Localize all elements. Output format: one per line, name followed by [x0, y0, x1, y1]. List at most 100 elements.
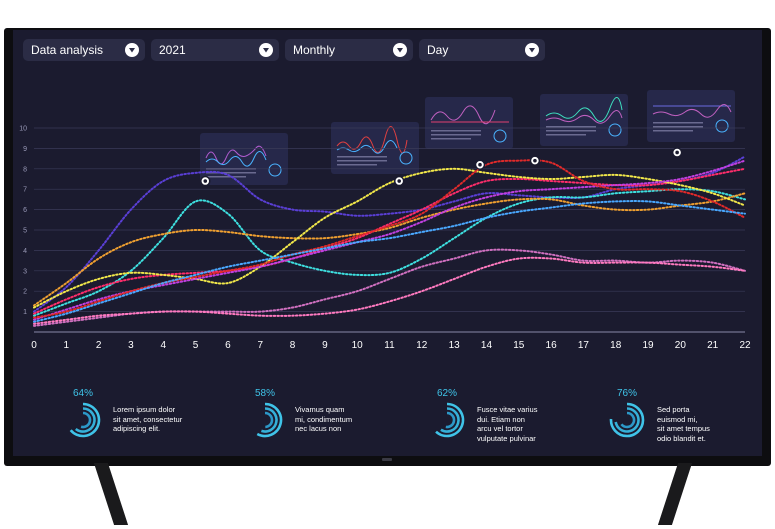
x-tick-label: 15	[513, 340, 525, 351]
kpi-text-line: sit amet, consectetur	[113, 414, 183, 424]
highlight-point-center	[533, 158, 537, 163]
kpi-text-line: arcu vel tortor	[477, 424, 523, 433]
year-select[interactable]: 2021	[151, 39, 279, 61]
kpi-percent: 58%	[254, 388, 275, 399]
kpi-text-line: mi, condimentum	[295, 414, 353, 424]
x-tick-label: 12	[416, 340, 428, 351]
kpi-ring-chart	[256, 402, 283, 438]
x-tick-label: 7	[257, 340, 263, 351]
year-select-value: 2021	[159, 43, 186, 57]
highlight-point-center	[203, 179, 208, 183]
y-tick-label: 5	[23, 228, 27, 235]
chevron-down-icon	[525, 43, 539, 57]
x-tick-label: 17	[578, 340, 590, 351]
x-tick-label: 19	[642, 340, 654, 351]
kpi-ring-inner	[80, 411, 92, 429]
x-tick-label: 1	[64, 340, 70, 351]
x-tick-label: 2	[96, 340, 102, 351]
x-tick-label: 5	[193, 340, 199, 351]
chevron-down-icon	[125, 43, 139, 57]
unit-select[interactable]: Day	[419, 39, 545, 61]
kpi-text-line: vulputate pulvinar	[477, 433, 536, 443]
mini-chart-card	[647, 90, 735, 142]
kpi-ring-middle	[260, 407, 278, 433]
mini-chart-card	[425, 97, 513, 149]
kpi-description: Sed porta euismod mi, sit amet tempus od…	[657, 405, 737, 443]
kpi-text-line: sit amet tempus	[657, 424, 710, 433]
kpi-card-4: 76% Sed porta euismod mi, sit amet tempu…	[605, 388, 737, 448]
kpi-text-line: euismod mi,	[657, 414, 698, 424]
tv-stand-right-leg	[657, 463, 693, 525]
y-tick-label: 3	[23, 268, 27, 275]
x-tick-label: 16	[546, 340, 558, 351]
kpi-ring-inner	[620, 411, 636, 429]
y-axis-ticks: 1 2 3 4 5 6 7 8 9 10	[19, 126, 27, 317]
kpi-ring-chart	[435, 402, 465, 438]
series-line	[33, 167, 746, 309]
y-tick-label: 1	[23, 309, 27, 316]
kpi-percent: 76%	[616, 388, 637, 399]
power-led	[382, 458, 392, 461]
kpi-description: Fusce vitae varius dui. Etiam non arcu v…	[477, 405, 557, 443]
kpi-description: Lorem ipsum dolor sit amet, consectetur …	[113, 405, 193, 434]
y-tick-label: 6	[23, 207, 27, 214]
series-line	[33, 155, 746, 313]
x-tick-label: 3	[128, 340, 134, 351]
dashboard-screen: Data analysis 2021 Monthly Day	[13, 30, 762, 456]
unit-select-value: Day	[427, 43, 449, 57]
series-line	[33, 256, 746, 325]
kpi-text-line: Lorem ipsum dolor	[113, 405, 176, 414]
series-line	[33, 192, 746, 307]
kpi-text-line: adipiscing elit.	[113, 424, 161, 433]
x-tick-label: 21	[707, 340, 719, 351]
period-select[interactable]: Monthly	[285, 39, 413, 61]
tv-stand-left-leg	[93, 463, 129, 525]
kpi-ring-inner	[445, 411, 456, 429]
kpi-card-2: 58% Vivamus quam mi, condimentum nec lac…	[243, 388, 375, 448]
kpi-text-line: odio blandit et.	[657, 433, 706, 443]
x-tick-label: 0	[31, 340, 37, 351]
kpi-text-line: Vivamus quam	[295, 405, 345, 414]
mini-chart-card	[540, 94, 628, 146]
kpi-ring-chart	[609, 402, 645, 438]
x-tick-label: 13	[449, 340, 461, 351]
kpi-text-line: dui. Etiam non	[477, 414, 525, 424]
chart-series	[33, 155, 746, 327]
x-tick-label: 14	[481, 340, 493, 351]
kpi-text-line: Fusce vitae varius	[477, 405, 538, 414]
y-tick-label: 10	[19, 126, 27, 133]
x-axis-ticks: 0 1 2 3 4 5 6 7 8 9 10 11 12 13 14 15 16 17 18 19 20 21 22	[31, 340, 751, 351]
x-tick-label: 9	[322, 340, 328, 351]
kpi-ring-inner	[264, 411, 274, 429]
mini-chart-cards	[200, 90, 735, 185]
chevron-down-icon	[393, 43, 407, 57]
kpi-text-line: Sed porta	[657, 405, 690, 414]
kpi-text-line: nec lacus non	[295, 424, 342, 433]
kpi-card-3: 62% Fusce vitae varius dui. Etiam non ar…	[425, 388, 557, 448]
x-tick-label: 10	[352, 340, 364, 351]
series-line	[33, 200, 746, 323]
y-tick-label: 4	[23, 248, 27, 255]
x-tick-label: 18	[610, 340, 622, 351]
kpi-ring-outer	[256, 402, 283, 438]
highlight-point-center	[675, 150, 679, 155]
kpi-card-1: 64% Lorem ipsum dolor sit amet, consecte…	[61, 388, 193, 448]
x-tick-label: 20	[675, 340, 687, 351]
kpi-percent: 62%	[436, 388, 457, 399]
kpi-ring-outer	[69, 402, 101, 438]
data-analysis-select-value: Data analysis	[31, 43, 104, 57]
highlight-point-center	[397, 179, 401, 183]
kpi-ring-chart	[69, 402, 101, 438]
series-line	[33, 188, 746, 317]
data-analysis-select[interactable]: Data analysis	[23, 39, 145, 61]
kpi-percent: 64%	[72, 388, 93, 399]
y-tick-label: 2	[23, 289, 27, 296]
kpi-ring-middle	[440, 407, 460, 433]
y-tick-label: 9	[23, 146, 27, 153]
kpi-description: Vivamus quam mi, condimentum nec lacus n…	[295, 405, 375, 434]
x-tick-label: 6	[225, 340, 231, 351]
kpi-ring-middle	[74, 407, 96, 433]
x-tick-label: 22	[739, 340, 751, 351]
period-select-value: Monthly	[293, 43, 336, 57]
